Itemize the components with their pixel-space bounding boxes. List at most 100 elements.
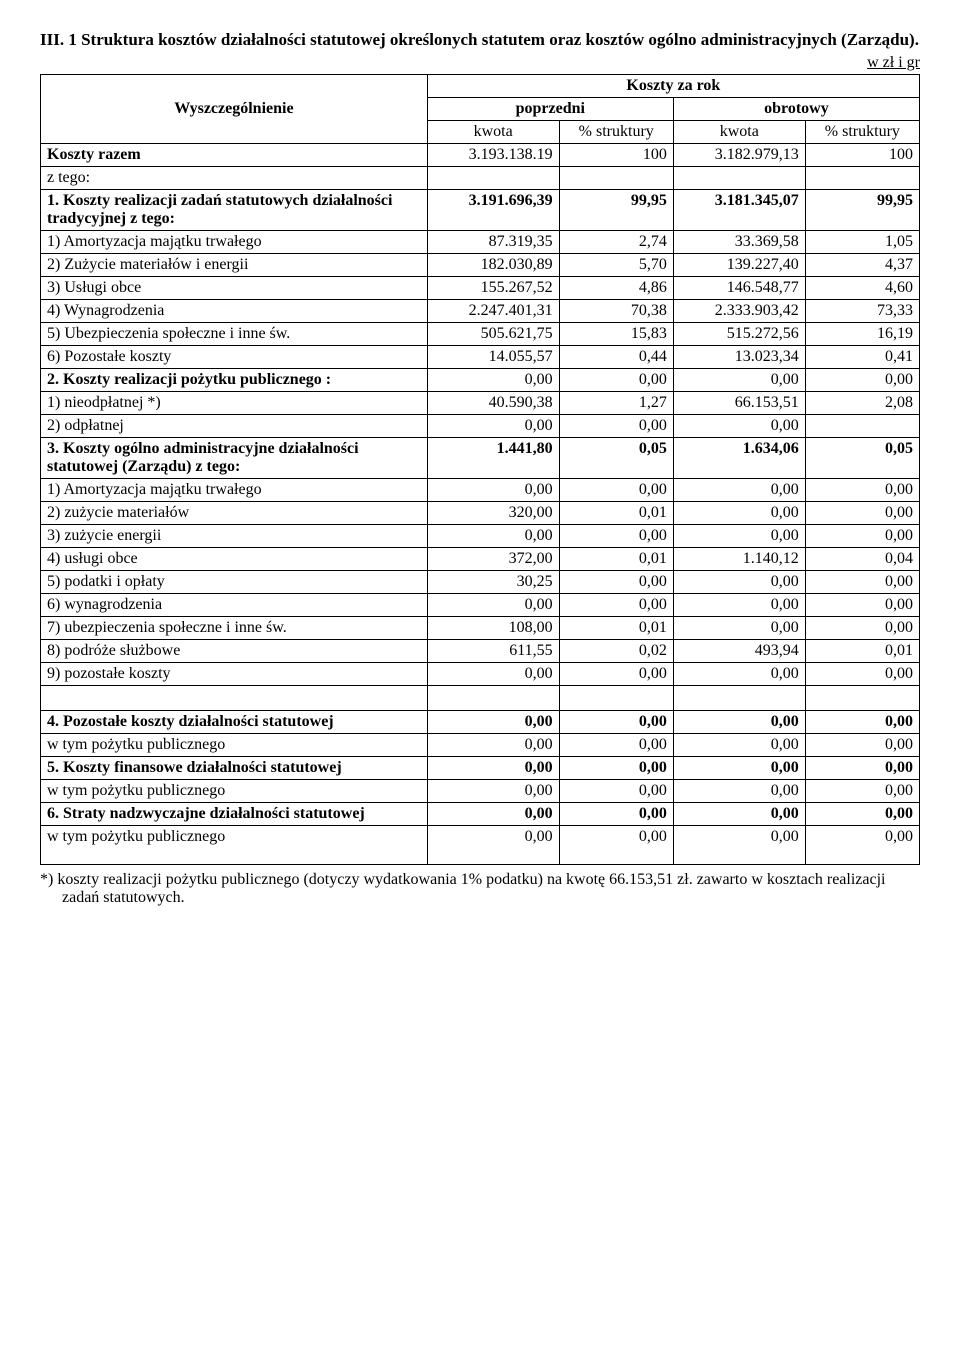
cell: 0,00 bbox=[673, 571, 805, 594]
cell: 100 bbox=[559, 144, 673, 167]
cell: 33.369,58 bbox=[673, 231, 805, 254]
cell: 0,00 bbox=[673, 803, 805, 826]
cell: 0,00 bbox=[427, 525, 559, 548]
cell bbox=[559, 686, 673, 711]
cell: 1.140,12 bbox=[673, 548, 805, 571]
cell: 0,00 bbox=[559, 734, 673, 757]
cell: 611,55 bbox=[427, 640, 559, 663]
cell: 2,74 bbox=[559, 231, 673, 254]
table-row: 2. Koszty realizacji pożytku publicznego… bbox=[41, 369, 920, 392]
cell: 0,04 bbox=[805, 548, 919, 571]
row-label: 1) Amortyzacja majątku trwałego bbox=[41, 231, 428, 254]
cell: 505.621,75 bbox=[427, 323, 559, 346]
cell: 0,00 bbox=[427, 415, 559, 438]
cell: 73,33 bbox=[805, 300, 919, 323]
cell: 3.181.345,07 bbox=[673, 190, 805, 231]
cell: 30,25 bbox=[427, 571, 559, 594]
cell: 372,00 bbox=[427, 548, 559, 571]
row-label: 2) Zużycie materiałów i energii bbox=[41, 254, 428, 277]
cell: 70,38 bbox=[559, 300, 673, 323]
cell bbox=[559, 167, 673, 190]
table-row: 8) podróże służbowe 611,55 0,02 493,94 0… bbox=[41, 640, 920, 663]
table-row: w tym pożytku publicznego 0,00 0,00 0,00… bbox=[41, 780, 920, 803]
cell: 1,27 bbox=[559, 392, 673, 415]
table-row: 3) zużycie energii 0,00 0,00 0,00 0,00 bbox=[41, 525, 920, 548]
cell: 0,01 bbox=[805, 640, 919, 663]
cell: 146.548,77 bbox=[673, 277, 805, 300]
cell: 4,60 bbox=[805, 277, 919, 300]
cell: 99,95 bbox=[805, 190, 919, 231]
cell: 0,00 bbox=[805, 502, 919, 525]
row-label: 7) ubezpieczenia społeczne i inne św. bbox=[41, 617, 428, 640]
cell: 0,05 bbox=[805, 438, 919, 479]
row-label: 2. Koszty realizacji pożytku publicznego… bbox=[41, 369, 428, 392]
cell: 0,00 bbox=[559, 415, 673, 438]
cell: 0,00 bbox=[559, 711, 673, 734]
cell: 0,44 bbox=[559, 346, 673, 369]
cell: 0,00 bbox=[673, 734, 805, 757]
cell: 0,01 bbox=[559, 548, 673, 571]
table-row: 2) zużycie materiałów 320,00 0,01 0,00 0… bbox=[41, 502, 920, 525]
table-row: 3. Koszty ogólno administracyjne działal… bbox=[41, 438, 920, 479]
table-row: w tym pożytku publicznego 0,00 0,00 0,00… bbox=[41, 734, 920, 757]
col-kwota: kwota bbox=[673, 121, 805, 144]
table-row: 4. Pozostałe koszty działalności statuto… bbox=[41, 711, 920, 734]
cell: 2.247.401,31 bbox=[427, 300, 559, 323]
cell: 0,00 bbox=[559, 663, 673, 686]
table-row: 4) usługi obce 372,00 0,01 1.140,12 0,04 bbox=[41, 548, 920, 571]
cell: 3.193.138.19 bbox=[427, 144, 559, 167]
cell: 100 bbox=[805, 144, 919, 167]
cell: 515.272,56 bbox=[673, 323, 805, 346]
cell: 0,00 bbox=[673, 369, 805, 392]
table-row: 1. Koszty realizacji zadań statutowych d… bbox=[41, 190, 920, 231]
row-label: 2) odpłatnej bbox=[41, 415, 428, 438]
cell: 0,00 bbox=[673, 415, 805, 438]
cell bbox=[41, 686, 428, 711]
cell: 108,00 bbox=[427, 617, 559, 640]
cell: 0,00 bbox=[559, 479, 673, 502]
table-row: 6) Pozostałe koszty 14.055,57 0,44 13.02… bbox=[41, 346, 920, 369]
page-title: III. 1 Struktura kosztów działalności st… bbox=[70, 30, 920, 50]
cell: 0,00 bbox=[427, 479, 559, 502]
cell: 0,01 bbox=[559, 617, 673, 640]
cell bbox=[427, 167, 559, 190]
cell: 0,00 bbox=[427, 780, 559, 803]
cell bbox=[673, 167, 805, 190]
cell: 0,00 bbox=[673, 757, 805, 780]
cell: 0,00 bbox=[673, 711, 805, 734]
row-label: 2) zużycie materiałów bbox=[41, 502, 428, 525]
cell: 0,00 bbox=[673, 594, 805, 617]
cell: 0,00 bbox=[673, 617, 805, 640]
cell: 0,00 bbox=[673, 525, 805, 548]
cell: 16,19 bbox=[805, 323, 919, 346]
cell: 0,00 bbox=[427, 369, 559, 392]
cell: 0,00 bbox=[673, 826, 805, 865]
cell: 139.227,40 bbox=[673, 254, 805, 277]
cell: 87.319,35 bbox=[427, 231, 559, 254]
cell: 0,00 bbox=[559, 780, 673, 803]
table-row: 1) nieodpłatnej *) 40.590,38 1,27 66.153… bbox=[41, 392, 920, 415]
cell: 0,01 bbox=[559, 502, 673, 525]
cell: 15,83 bbox=[559, 323, 673, 346]
table-row: 4) Wynagrodzenia 2.247.401,31 70,38 2.33… bbox=[41, 300, 920, 323]
col-obrotowy: obrotowy bbox=[673, 98, 919, 121]
cell: 5,70 bbox=[559, 254, 673, 277]
cell bbox=[805, 686, 919, 711]
table-row: 2) Zużycie materiałów i energii 182.030,… bbox=[41, 254, 920, 277]
cell: 4,37 bbox=[805, 254, 919, 277]
cell: 0,00 bbox=[559, 757, 673, 780]
cell: 3.182.979,13 bbox=[673, 144, 805, 167]
cell: 0,05 bbox=[559, 438, 673, 479]
cell bbox=[805, 415, 919, 438]
cell: 0,00 bbox=[673, 663, 805, 686]
cell: 0,00 bbox=[427, 594, 559, 617]
row-label: 1) Amortyzacja majątku trwałego bbox=[41, 479, 428, 502]
table-row: 6) wynagrodzenia 0,00 0,00 0,00 0,00 bbox=[41, 594, 920, 617]
cell: 0,00 bbox=[805, 369, 919, 392]
cell: 0,00 bbox=[673, 780, 805, 803]
cell: 0,00 bbox=[805, 734, 919, 757]
cell: 2,08 bbox=[805, 392, 919, 415]
row-label: 6) Pozostałe koszty bbox=[41, 346, 428, 369]
table-row: 1) Amortyzacja majątku trwałego 0,00 0,0… bbox=[41, 479, 920, 502]
cell: 4,86 bbox=[559, 277, 673, 300]
